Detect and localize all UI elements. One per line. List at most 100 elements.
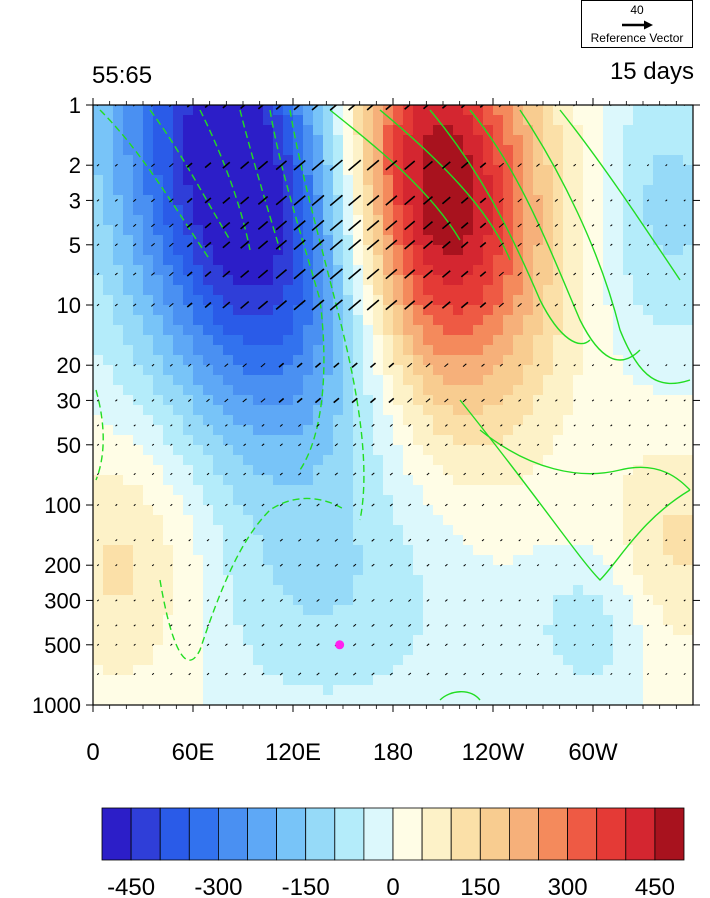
field-cell — [263, 635, 274, 646]
wind-vector — [371, 643, 375, 647]
field-cell — [513, 155, 524, 166]
wind-vector — [170, 624, 173, 627]
wind-vector — [573, 364, 576, 367]
field-cell — [93, 365, 104, 376]
field-cell — [423, 135, 434, 146]
field-cell — [223, 305, 234, 316]
field-cell — [393, 545, 404, 556]
field-cell — [203, 505, 214, 516]
field-cell — [203, 285, 214, 296]
field-cell — [683, 685, 693, 696]
field-cell — [433, 655, 444, 666]
field-cell — [413, 525, 424, 536]
field-cell — [403, 115, 414, 126]
field-cell — [483, 565, 494, 576]
field-cell — [233, 645, 244, 656]
field-cell — [583, 495, 594, 506]
field-cell — [383, 405, 394, 416]
wind-vector — [243, 503, 247, 507]
field-cell — [653, 175, 664, 186]
field-cell — [323, 345, 334, 356]
field-cell — [323, 515, 334, 526]
field-cell — [383, 165, 394, 176]
field-cell — [413, 205, 424, 216]
field-cell — [393, 255, 404, 266]
field-cell — [323, 135, 334, 146]
wind-vector — [243, 599, 247, 602]
field-cell — [283, 205, 294, 216]
field-cell — [573, 355, 584, 366]
field-cell — [173, 155, 184, 166]
field-cell — [443, 515, 454, 526]
field-cell — [233, 135, 244, 146]
field-cell — [683, 495, 693, 506]
field-cell — [253, 545, 264, 556]
field-cell — [163, 265, 174, 276]
field-cell — [213, 685, 224, 696]
field-cell — [283, 125, 294, 136]
wind-vector — [170, 472, 173, 476]
field-cell — [553, 515, 564, 526]
field-cell — [493, 435, 504, 446]
field-cell — [143, 635, 154, 646]
field-cell — [543, 205, 554, 216]
field-cell — [673, 285, 684, 296]
field-cell — [613, 375, 624, 386]
field-cell — [243, 505, 254, 516]
field-cell — [333, 505, 344, 516]
field-cell — [423, 245, 434, 256]
field-cell — [513, 685, 524, 696]
field-cell — [153, 425, 164, 436]
field-cell — [143, 615, 154, 626]
field-cell — [433, 465, 444, 476]
wind-vector — [316, 672, 320, 676]
wind-vector — [683, 364, 686, 367]
field-cell — [243, 415, 254, 426]
field-cell — [113, 415, 124, 426]
field-cell — [533, 445, 544, 456]
field-cell — [273, 665, 284, 676]
field-cell — [553, 575, 564, 586]
x-tick-label: 60W — [568, 739, 618, 766]
field-cell — [373, 445, 384, 456]
field-cell — [393, 175, 404, 186]
wind-vector — [554, 303, 558, 307]
wind-vector — [334, 443, 338, 447]
field-cell — [93, 475, 104, 486]
field-cell — [423, 235, 434, 246]
field-cell — [673, 355, 684, 366]
field-cell — [513, 595, 524, 606]
field-cell — [413, 125, 424, 136]
field-cell — [93, 515, 104, 526]
wind-vector — [573, 303, 577, 307]
field-cell — [103, 685, 114, 696]
field-cell — [273, 695, 284, 705]
field-cell — [103, 595, 114, 606]
field-cell — [543, 605, 554, 616]
field-cell — [163, 305, 174, 316]
field-cell — [593, 225, 604, 236]
field-cell — [453, 105, 464, 116]
field-cell — [383, 385, 394, 396]
field-cell — [203, 405, 214, 416]
field-cell — [393, 595, 404, 606]
field-cell — [583, 485, 594, 496]
contour-line — [559, 109, 681, 281]
field-cell — [373, 595, 384, 606]
field-cell — [583, 385, 594, 396]
field-cell — [523, 465, 534, 476]
wind-vector — [536, 399, 540, 402]
field-cell — [283, 695, 294, 705]
field-cell — [533, 345, 544, 356]
wind-vector — [422, 105, 430, 110]
field-cell — [243, 195, 254, 206]
field-cell — [623, 135, 634, 146]
field-cell — [463, 185, 474, 196]
field-cell — [113, 465, 124, 476]
field-cell — [113, 425, 124, 436]
field-cell — [243, 525, 254, 536]
field-cell — [263, 145, 274, 156]
field-cell — [173, 585, 184, 596]
field-cell — [213, 695, 224, 705]
field-cell — [483, 545, 494, 556]
